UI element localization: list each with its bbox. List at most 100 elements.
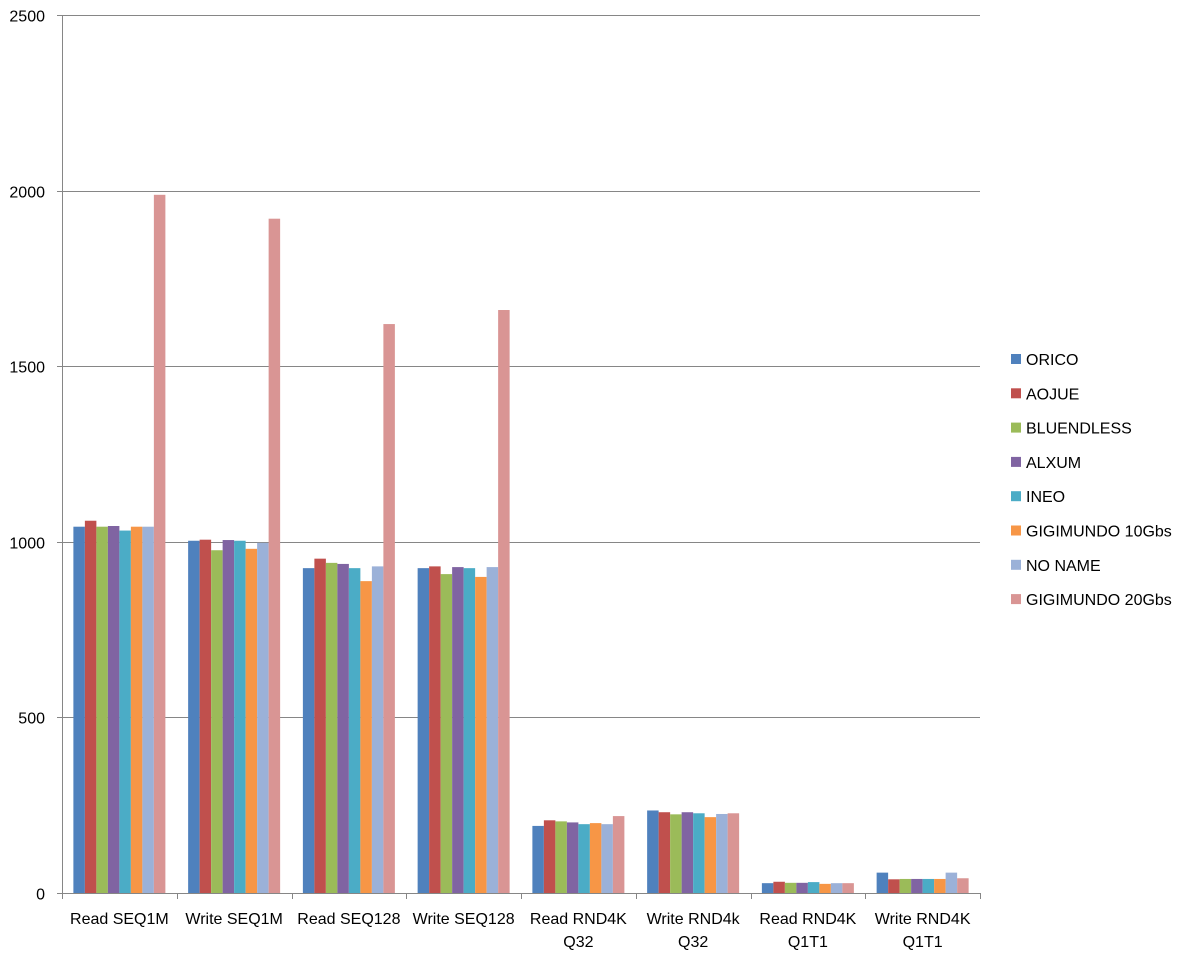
bar: [440, 574, 453, 893]
bar: [934, 878, 946, 893]
bar: [612, 816, 625, 893]
bar: [658, 812, 671, 893]
bar: [314, 558, 326, 893]
bar: [761, 883, 774, 893]
legend-swatch: [1011, 354, 1021, 364]
bar: [348, 568, 361, 893]
y-tick-label: 500: [18, 711, 45, 728]
legend-label: BLUENDLESS: [1026, 421, 1132, 438]
bar: [784, 882, 797, 893]
legend-label: GIGIMUNDO 20Gbs: [1026, 592, 1172, 609]
legend-item: ALXUM: [1011, 455, 1081, 472]
bar: [543, 820, 556, 893]
bar: [945, 872, 958, 893]
y-axis-tick-labels: 0 500 1000 1500 2000 2500: [9, 9, 45, 904]
bar: [371, 566, 384, 893]
x-category-label: Write SEQ128: [413, 911, 515, 928]
bar: [153, 194, 166, 893]
bar: [842, 883, 854, 893]
x-category-label: Q1T1: [788, 934, 828, 951]
bar: [957, 878, 969, 893]
bar: [96, 526, 108, 893]
bar: [130, 526, 143, 893]
legend-swatch: [1011, 594, 1021, 605]
legend-swatch: [1011, 491, 1021, 502]
bar: [911, 878, 923, 893]
bar: [601, 824, 613, 893]
bar: [302, 568, 315, 893]
bar: [681, 812, 694, 893]
legend-item: AOJUE: [1011, 386, 1079, 403]
bar: [566, 822, 579, 893]
bar: [257, 542, 269, 893]
legend-label: ALXUM: [1026, 455, 1081, 472]
gridlines: [62, 15, 980, 718]
bar: [819, 883, 831, 893]
y-tick-label: 2000: [9, 185, 45, 202]
bar: [84, 520, 97, 893]
bar: [589, 823, 602, 893]
x-category-label: Write RND4K: [875, 911, 971, 928]
bar: [876, 872, 889, 893]
x-category-label: Read SEQ128: [297, 911, 400, 928]
y-tick-label: 1000: [9, 536, 45, 553]
x-category-label: Read SEQ1M: [70, 911, 169, 928]
bar: [670, 814, 682, 893]
bar: [922, 878, 935, 893]
legend-label: ORICO: [1026, 352, 1078, 369]
bar: [807, 882, 820, 893]
bar: [773, 881, 785, 893]
bar: [796, 882, 808, 893]
bar: [188, 540, 200, 893]
bar: [222, 540, 235, 893]
y-tick-label: 2500: [9, 9, 45, 26]
x-category-label: Read RND4K: [530, 911, 627, 928]
bar: [73, 526, 85, 893]
bar: [555, 821, 567, 893]
bar: [360, 581, 372, 893]
legend-swatch: [1011, 525, 1021, 536]
bar: [325, 562, 338, 893]
legend-item: INEO: [1011, 489, 1065, 506]
bar: [727, 813, 740, 893]
legend-item: GIGIMUNDO 10Gbs: [1011, 524, 1172, 541]
legend-item: GIGIMUNDO 20Gbs: [1011, 592, 1172, 609]
bar: [704, 817, 717, 893]
legend: ORICO AOJUE BLUENDLESS ALXUM INEO GIGIMUNDO 1…: [1011, 352, 1172, 609]
bar: [888, 879, 900, 893]
legend-swatch: [1011, 559, 1021, 570]
bar: [475, 576, 487, 893]
bar: [899, 878, 912, 893]
y-tick-label: 0: [36, 887, 45, 904]
legend-label: GIGIMUNDO 10Gbs: [1026, 524, 1172, 541]
bar: [463, 568, 476, 893]
legend-item: BLUENDLESS: [1011, 421, 1132, 438]
bar: [107, 526, 120, 893]
bar: [199, 539, 212, 893]
x-axis-category-labels: Read SEQ1M Write SEQ1M Read SEQ128 Write SE…: [70, 911, 971, 951]
y-tick-label: 1500: [9, 360, 45, 377]
legend-label: INEO: [1026, 489, 1065, 506]
x-category-label: Read RND4K: [759, 911, 856, 928]
legend-label: AOJUE: [1026, 386, 1079, 403]
x-category-label: Q32: [678, 934, 708, 951]
bar: [417, 568, 430, 893]
bar: [830, 883, 843, 893]
bar: [716, 813, 728, 893]
axes: [57, 15, 981, 899]
bar: [532, 825, 544, 893]
bar: [498, 310, 510, 893]
bar: [337, 563, 349, 893]
bar: [486, 567, 499, 893]
bar: [211, 550, 223, 893]
x-category-label: Q1T1: [903, 934, 943, 951]
bar: [119, 530, 131, 893]
bar: [142, 526, 154, 893]
bar: [452, 567, 464, 893]
x-category-label: Write SEQ1M: [185, 911, 283, 928]
legend-swatch: [1011, 422, 1021, 433]
bar: [245, 548, 258, 893]
bar: [647, 810, 659, 893]
legend-swatch: [1011, 456, 1021, 467]
